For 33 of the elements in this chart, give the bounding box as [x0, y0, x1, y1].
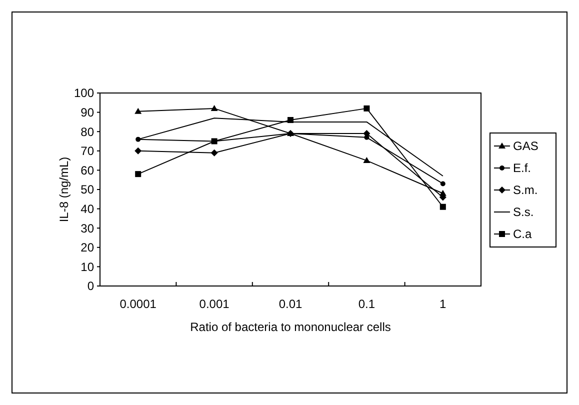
point	[134, 108, 142, 114]
y-tick-label: 60	[80, 163, 94, 178]
x-axis-title: Ratio of bacteria to mononuclear cells	[190, 320, 391, 334]
y-tick-label: 10	[80, 260, 94, 274]
point	[440, 204, 446, 210]
point	[440, 181, 446, 186]
y-axis-title: IL-8 (ng/mL)	[57, 156, 71, 222]
legend-label: S.m.	[513, 183, 538, 198]
x-tick-label: 1	[440, 297, 447, 311]
point	[210, 149, 218, 156]
x-tick-label: 0.1	[358, 297, 376, 311]
point	[288, 117, 294, 124]
x-tick-label: 0.0001	[120, 297, 157, 311]
legend-label: E.f.	[513, 161, 532, 176]
legend-label: GAS	[513, 139, 538, 154]
y-tick-label: 90	[80, 106, 94, 120]
x-tick-label: 0.001	[199, 297, 230, 311]
y-tick-label: 50	[80, 182, 94, 197]
y-tick-label: 80	[80, 124, 94, 139]
point	[364, 105, 370, 112]
y-tick-label: 100	[74, 86, 94, 100]
y-tick-label: 0	[87, 279, 94, 294]
legend-label: C.a	[513, 227, 532, 242]
x-tick-label: 0.01	[278, 297, 302, 311]
y-tick-label: 30	[80, 221, 94, 236]
point	[135, 171, 142, 178]
point	[134, 147, 142, 154]
y-tick-label: 40	[80, 202, 94, 216]
y-tick-label: 20	[80, 240, 94, 255]
point	[363, 157, 370, 164]
legend-label: S.s.	[513, 205, 534, 220]
point	[210, 104, 218, 111]
y-tick-label: 70	[80, 144, 94, 158]
